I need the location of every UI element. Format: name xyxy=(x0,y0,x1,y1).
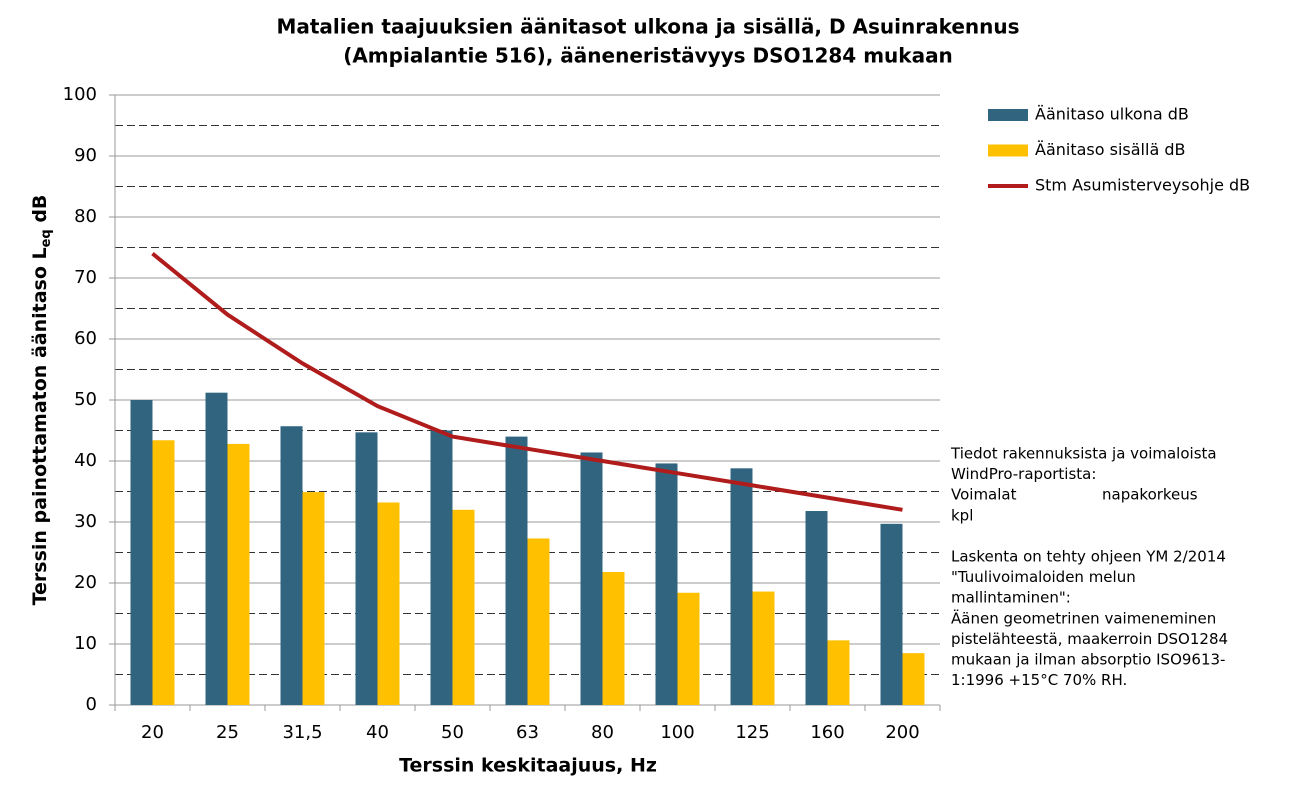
note-text: WindPro-raportista: xyxy=(951,465,1096,483)
note-text: mukaan ja ilman absorptio ISO9613- xyxy=(951,651,1225,669)
y-tick-label: 30 xyxy=(74,511,97,532)
y-tick-label: 60 xyxy=(74,328,97,349)
bar xyxy=(580,452,603,705)
x-tick-label: 40 xyxy=(366,722,389,743)
bar xyxy=(827,640,850,705)
chart-title: (Ampialantie 516), ääneneristävyys DSO12… xyxy=(343,44,953,68)
legend-swatch xyxy=(988,109,1028,121)
x-tick-label: 160 xyxy=(810,722,844,743)
bar xyxy=(655,463,678,705)
chart-title: Matalien taajuuksien äänitasot ulkona ja… xyxy=(276,15,1019,39)
x-axis-title: Terssin keskitaajuus, Hz xyxy=(399,755,657,777)
bar xyxy=(880,523,903,705)
note-text: Laskenta on tehty ohjeen YM 2/2014 xyxy=(951,548,1226,566)
bar xyxy=(505,436,528,705)
note-text: kpl xyxy=(951,506,973,524)
bar xyxy=(130,400,153,705)
bar xyxy=(377,502,400,705)
legend-label: Äänitaso sisällä dB xyxy=(1035,140,1185,159)
bar xyxy=(227,443,250,705)
bar xyxy=(527,538,550,705)
y-tick-label: 90 xyxy=(74,145,97,166)
legend-swatch xyxy=(988,144,1028,157)
bar xyxy=(902,653,925,705)
y-title-main: Terssin painottamaton äänitaso L xyxy=(29,247,51,605)
line-series xyxy=(151,252,903,512)
note-text: Äänen geometrinen vaimeneminen xyxy=(951,608,1216,627)
y-axis-title: Terssin painottamaton äänitaso Leq dB xyxy=(29,195,54,606)
legend-label: Stm Asumisterveysohje dB xyxy=(1035,176,1250,195)
note-text: Voimalat xyxy=(951,486,1017,504)
x-tick-label: 200 xyxy=(885,722,919,743)
note-text: napakorkeus xyxy=(1102,486,1198,504)
note-text: Tiedot rakennuksista ja voimaloista xyxy=(950,445,1217,463)
y-tick-label: 20 xyxy=(74,572,97,593)
bar xyxy=(205,392,228,705)
x-tick-label: 20 xyxy=(141,722,164,743)
bar xyxy=(280,426,303,705)
bar xyxy=(602,572,625,705)
y-tick-label: 100 xyxy=(63,84,97,105)
note-text: 1:1996 +15°C 70% RH. xyxy=(951,671,1127,689)
x-tick-label: 125 xyxy=(735,722,769,743)
y-tick-label: 80 xyxy=(74,206,97,227)
bar xyxy=(677,592,700,705)
legend-label: Äänitaso ulkona dB xyxy=(1035,105,1189,124)
note-text: mallintaminen": xyxy=(951,589,1071,607)
bar xyxy=(430,430,453,705)
y-title-sub: eq xyxy=(39,229,54,247)
bar xyxy=(805,511,828,705)
bar xyxy=(752,591,775,705)
bar xyxy=(152,440,175,705)
y-tick-label: 50 xyxy=(74,389,97,410)
y-tick-label: 70 xyxy=(74,267,97,288)
bar xyxy=(355,432,378,705)
note-text: pistelähteestä, maakerroin DSO1284 xyxy=(951,630,1228,648)
x-tick-label: 80 xyxy=(591,722,614,743)
bar xyxy=(452,509,475,705)
y-tick-label: 10 xyxy=(74,633,97,654)
x-tick-label: 25 xyxy=(216,722,239,743)
y-title-unit: dB xyxy=(29,195,51,230)
x-tick-label: 63 xyxy=(516,722,539,743)
x-tick-label: 31,5 xyxy=(282,722,322,743)
bar xyxy=(730,468,753,705)
x-tick-label: 100 xyxy=(660,722,694,743)
note-text: "Tuulivoimaloiden melun xyxy=(951,568,1136,586)
x-tick-label: 50 xyxy=(441,722,464,743)
y-tick-label: 40 xyxy=(74,450,97,471)
y-tick-label: 0 xyxy=(86,694,97,715)
bar xyxy=(302,492,325,705)
